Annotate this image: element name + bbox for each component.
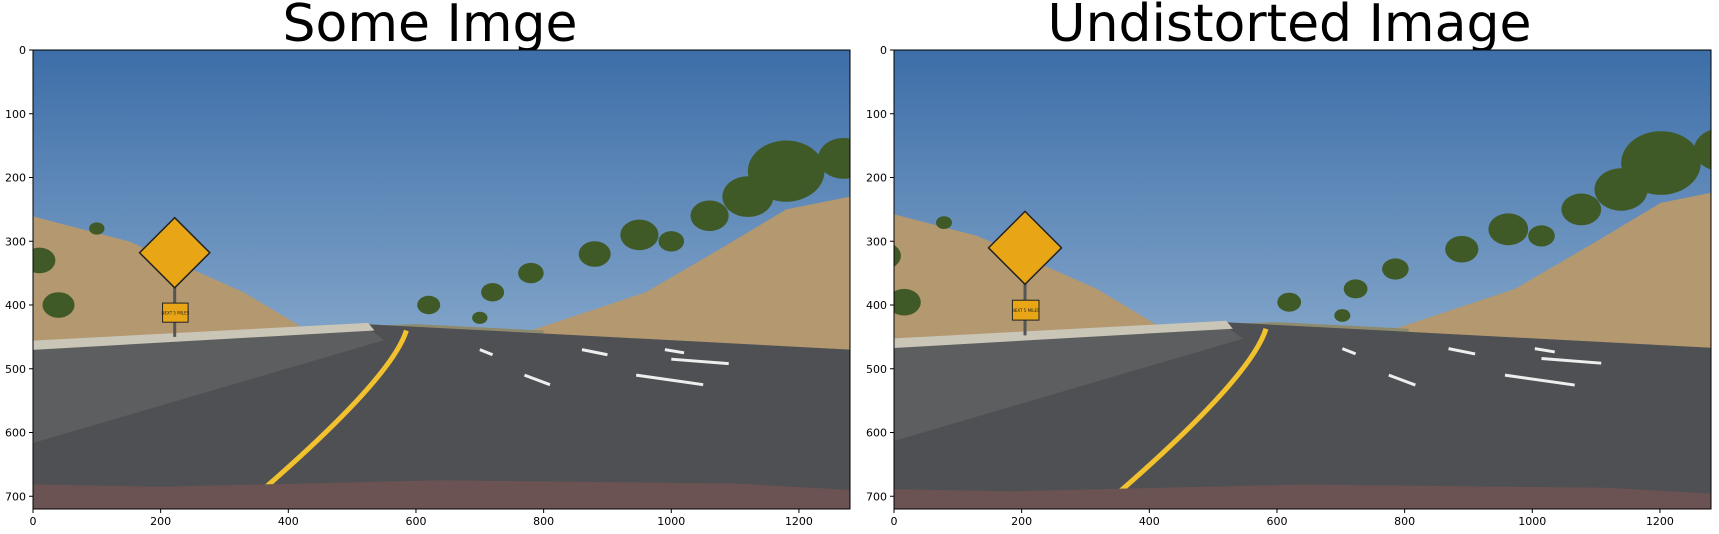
y-tick-label: 100 xyxy=(866,108,887,121)
x-tick-label: 400 xyxy=(278,515,299,528)
left-plot: NEXT 5 MILES 0 200 400 600 800 1000 1200 0 100 200… xyxy=(5,44,851,528)
y-tick-label: 0 xyxy=(19,44,26,57)
barrier xyxy=(33,324,385,444)
y-tick-label: 300 xyxy=(866,235,887,248)
tree xyxy=(894,245,901,267)
white-lane-dash xyxy=(1534,347,1555,354)
white-lane-dash xyxy=(664,348,685,355)
left-panel: Some Imge NEXT 5 MILES 0 200 400 600 800 1000 1… xyxy=(5,0,851,528)
x-tick-label: 600 xyxy=(405,515,426,528)
x-tick-label: 800 xyxy=(533,515,554,528)
tree xyxy=(417,295,441,315)
y-tick-label: 200 xyxy=(866,172,887,185)
road-photo: NEXT 5 MILES xyxy=(894,50,1711,509)
y-tick-label: 600 xyxy=(5,427,26,440)
white-lane-dash xyxy=(635,373,704,387)
tree xyxy=(518,262,544,284)
car-hood xyxy=(894,484,1711,509)
x-tick-label: 1200 xyxy=(1646,515,1674,528)
tree xyxy=(936,216,952,230)
y-tick-label: 300 xyxy=(5,235,26,248)
white-lane-dash xyxy=(523,373,551,387)
tree xyxy=(620,219,659,251)
x-tick-label: 400 xyxy=(1139,515,1160,528)
x-tick-label: 1200 xyxy=(785,515,813,528)
right-panel: Undistorted Image NEXT 5 MILES 0 200 400 600… xyxy=(860,0,1719,534)
tree xyxy=(472,311,488,324)
x-tick-label: 1000 xyxy=(657,515,685,528)
next-miles-text: NEXT 5 MILES xyxy=(1012,308,1040,313)
tree xyxy=(1528,225,1555,247)
white-lane-dash xyxy=(1504,373,1575,387)
barrier-top xyxy=(894,320,1233,348)
y-tick-label: 0 xyxy=(880,44,887,57)
next-miles-sign xyxy=(162,302,189,323)
y-tick-label: 200 xyxy=(5,172,26,185)
tree xyxy=(1694,129,1711,170)
tree xyxy=(722,176,774,218)
tree xyxy=(1561,193,1602,226)
white-lane-dash xyxy=(671,357,729,366)
tree xyxy=(1445,235,1479,263)
tree xyxy=(1488,213,1529,246)
y-tick-label: 500 xyxy=(5,363,26,376)
tree xyxy=(1382,258,1409,280)
road-photo: NEXT 5 MILES xyxy=(33,50,850,509)
white-lane-dash xyxy=(581,348,608,357)
tree xyxy=(1277,292,1302,312)
x-tick-label: 0 xyxy=(891,515,898,528)
x-tick-label: 600 xyxy=(1266,515,1287,528)
white-lane-dash xyxy=(1341,347,1357,356)
tree xyxy=(1343,279,1368,299)
tree xyxy=(818,138,850,179)
white-lane-dash xyxy=(1541,357,1602,365)
axes-frame xyxy=(893,49,1712,510)
tree xyxy=(89,222,105,235)
car-hood xyxy=(33,480,850,509)
y-tick-label: 500 xyxy=(866,363,887,376)
y-tick-label: 700 xyxy=(5,490,26,503)
deer-sign xyxy=(138,216,211,289)
y-tick-label: 400 xyxy=(866,299,887,312)
barrier xyxy=(894,322,1243,441)
x-tick-label: 800 xyxy=(1394,515,1415,528)
y-tick-label: 600 xyxy=(866,427,887,440)
tree xyxy=(42,292,75,318)
tree xyxy=(894,288,921,316)
tree xyxy=(690,200,729,232)
x-tick-label: 1000 xyxy=(1518,515,1546,528)
axes-frame xyxy=(32,49,851,510)
x-tick-label: 200 xyxy=(150,515,171,528)
deer-sign xyxy=(987,210,1063,286)
y-tick-label: 400 xyxy=(5,299,26,312)
left-title: Some Imge xyxy=(282,0,578,54)
yellow-lane-line xyxy=(1095,327,1269,509)
y-tick-label: 700 xyxy=(866,490,887,503)
x-tick-label: 0 xyxy=(30,515,37,528)
barrier-top xyxy=(33,322,375,350)
tree xyxy=(578,241,611,267)
next-miles-sign xyxy=(1011,299,1040,321)
white-lane-dash xyxy=(1448,347,1476,356)
white-lane-dash xyxy=(1388,373,1416,387)
right-title: Undistorted Image xyxy=(1047,0,1532,54)
tree xyxy=(1334,309,1351,322)
tree xyxy=(1594,168,1648,211)
tree xyxy=(33,247,56,274)
x-tick-label: 200 xyxy=(1011,515,1032,528)
y-tick-label: 100 xyxy=(5,108,26,121)
white-lane-dash xyxy=(479,348,494,357)
next-miles-text: NEXT 5 MILES xyxy=(162,311,190,316)
yellow-lane-line xyxy=(238,329,409,509)
tree xyxy=(481,283,505,302)
right-plot: NEXT 5 MILES 0 200 400 600 800 1000 1200 0 100 200… xyxy=(866,44,1712,528)
tree xyxy=(658,231,685,252)
